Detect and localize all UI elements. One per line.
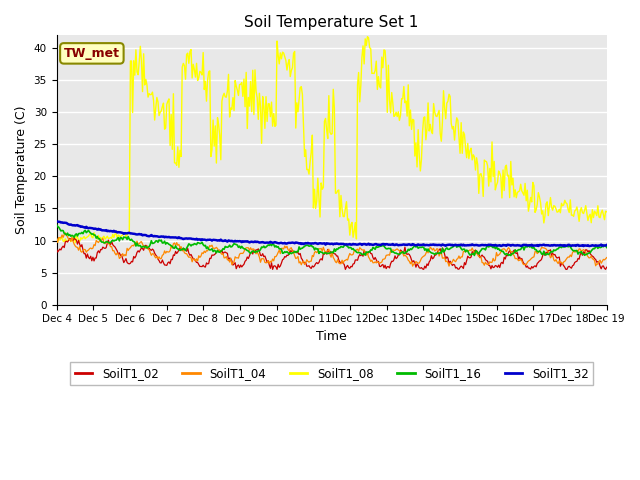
Legend: SoilT1_02, SoilT1_04, SoilT1_08, SoilT1_16, SoilT1_32: SoilT1_02, SoilT1_04, SoilT1_08, SoilT1_… xyxy=(70,362,593,385)
Title: Soil Temperature Set 1: Soil Temperature Set 1 xyxy=(244,15,419,30)
X-axis label: Time: Time xyxy=(316,330,347,343)
Text: TW_met: TW_met xyxy=(64,47,120,60)
Y-axis label: Soil Temperature (C): Soil Temperature (C) xyxy=(15,106,28,234)
